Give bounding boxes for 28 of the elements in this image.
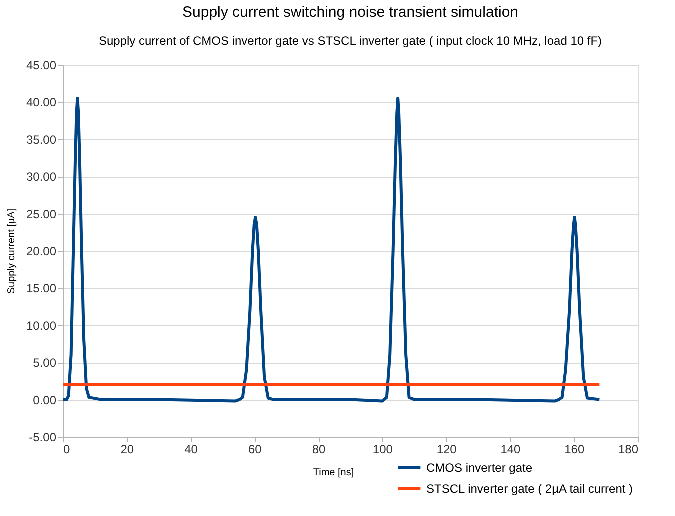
y-tick-label: 0.00 [33, 393, 57, 408]
y-tick-label: 15.00 [26, 282, 57, 296]
legend-label: CMOS inverter gate [426, 461, 533, 475]
line-series [63, 96, 602, 403]
y-tick-label: 5.00 [33, 356, 57, 370]
x-tick-label: 160 [564, 442, 585, 456]
x-tick-label: 20 [120, 442, 134, 456]
x-tick-label: 80 [312, 442, 326, 456]
legend-label: STSCL inverter gate ( 2µA tail current ) [426, 482, 634, 496]
chart-subtitle: Supply current of CMOS invertor gate vs STSCL inverter gate ( input clock 10 MHz, load 10 fF) [98, 34, 602, 48]
y-tick-label: 10.00 [26, 318, 57, 333]
y-tick-label: 35.00 [26, 132, 57, 147]
x-axis-title: Time [ns] [313, 468, 354, 478]
y-axis-title: Supply current [µA] [6, 208, 18, 294]
chart-title: Supply current switching noise transient simulation [182, 4, 518, 21]
y-tick-label: 40.00 [26, 96, 57, 110]
x-tick-label: 40 [184, 442, 198, 456]
y-tick-label: 45.00 [26, 58, 57, 72]
x-tick-label: 0 [64, 442, 70, 456]
x-tick-label: 140 [500, 442, 522, 456]
y-tick-label: 25.00 [26, 207, 57, 222]
x-tick-label: 60 [248, 442, 262, 456]
x-tick-label: 100 [372, 442, 394, 456]
x-tick-label: 120 [436, 442, 458, 456]
y-tick-label: -5.00 [29, 430, 57, 444]
y-tick-label: 30.00 [26, 170, 57, 184]
x-tick-label: 180 [618, 442, 639, 456]
y-tick-label: 20.00 [26, 244, 57, 258]
